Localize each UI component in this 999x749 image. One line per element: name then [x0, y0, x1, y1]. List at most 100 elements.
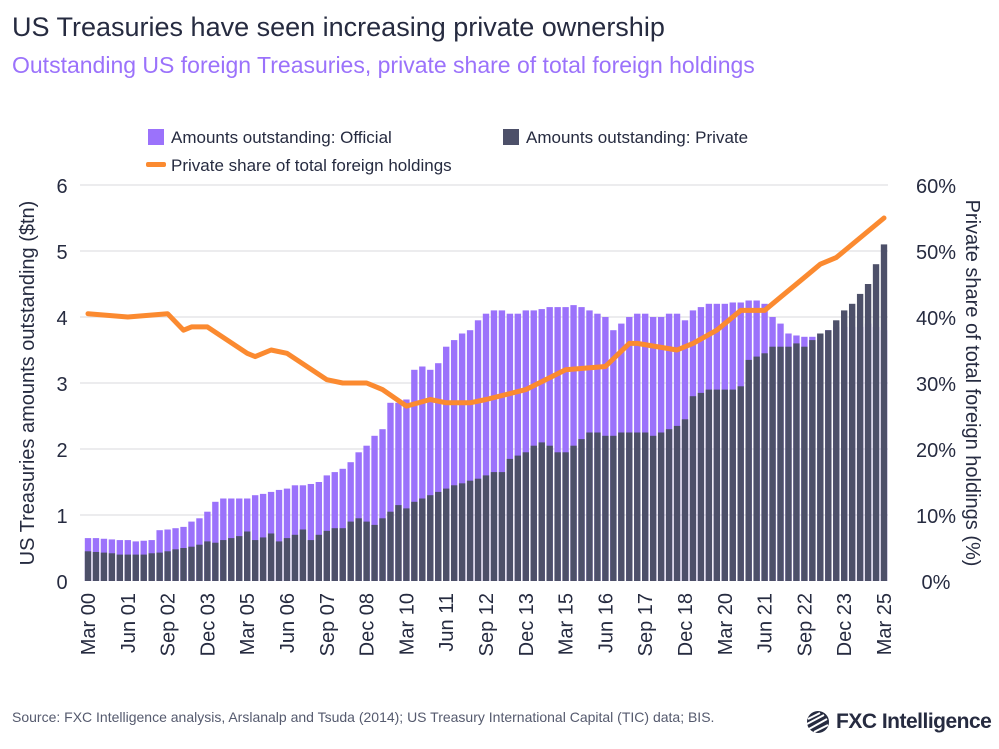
- bar-official: [403, 399, 410, 581]
- bar-private: [729, 389, 736, 581]
- y-axis-label: US Treasuries amounts outstanding ($tn): [17, 201, 39, 566]
- bar-private: [474, 478, 482, 581]
- bar-private: [100, 552, 108, 581]
- bar-private: [530, 445, 537, 581]
- bar-private: [259, 537, 267, 581]
- bar-official: [212, 501, 219, 581]
- bar-private: [801, 346, 808, 581]
- bar-private: [140, 554, 147, 581]
- bar-private: [427, 495, 434, 581]
- bar-private: [188, 546, 195, 581]
- bar-official: [395, 402, 402, 581]
- y2-tick-label: 30%: [916, 374, 956, 396]
- bar-official: [379, 429, 386, 581]
- bar-private: [291, 534, 299, 581]
- bar-private: [251, 540, 259, 581]
- bar-official: [283, 488, 291, 581]
- bar-official: [427, 369, 434, 581]
- bar-private: [466, 480, 474, 581]
- bar-private: [244, 531, 251, 581]
- x-tick-label: Mar 25: [874, 593, 896, 655]
- bar-official: [450, 340, 458, 581]
- bar-private: [673, 425, 681, 581]
- bar-private: [307, 540, 315, 581]
- bar-private: [538, 442, 545, 581]
- x-tick-label: Jun 01: [118, 593, 140, 653]
- legend-label-private: Amounts outstanding: Private: [526, 128, 748, 147]
- bar-private: [371, 524, 378, 581]
- bar-official: [411, 369, 418, 581]
- bar-official: [323, 475, 330, 581]
- y2-tick-label: 40%: [916, 308, 956, 330]
- bar-private: [204, 541, 211, 581]
- private-share-line: [85, 215, 887, 409]
- bar-private: [482, 475, 490, 581]
- bar-private: [275, 541, 283, 581]
- bar-private: [395, 505, 402, 581]
- bar-official: [371, 435, 378, 581]
- right-axis-ticks: 0% 10% 20% 30% 40% 50% 60%: [916, 176, 956, 594]
- bar-private: [594, 432, 601, 581]
- x-tick-label: Sep 12: [476, 593, 498, 656]
- bar-private: [156, 552, 163, 581]
- bar-private: [713, 389, 721, 581]
- legend-label-share: Private share of total foreign holdings: [171, 156, 452, 175]
- chart-title: US Treasuries have seen increasing priva…: [12, 12, 665, 42]
- bar-private: [180, 548, 187, 581]
- y2-tick-label: 20%: [916, 440, 956, 462]
- bar-private: [761, 353, 768, 581]
- x-tick-label: Mar 15: [556, 593, 578, 655]
- bar-private: [657, 432, 665, 581]
- left-axis-ticks: 0 1 2 3 4 5 6: [56, 176, 67, 594]
- bar-official: [490, 310, 498, 581]
- x-tick-label: Sep 02: [158, 593, 180, 656]
- bar-private: [785, 346, 792, 581]
- bar-private: [514, 455, 522, 581]
- legend-label-official: Amounts outstanding: Official: [171, 128, 392, 147]
- bar-official: [251, 495, 259, 581]
- bar-private: [753, 356, 760, 581]
- bar-official: [570, 305, 577, 581]
- bar-official: [315, 482, 323, 581]
- chart-subtitle: Outstanding US foreign Treasuries, priva…: [12, 52, 755, 78]
- bar-private: [817, 333, 824, 581]
- bar-private: [506, 458, 514, 581]
- x-tick-label: Mar 20: [715, 593, 737, 655]
- y-tick-label: 5: [56, 242, 67, 264]
- bar-official: [307, 483, 315, 581]
- y-tick-label: 4: [56, 308, 67, 330]
- bar-private: [116, 554, 124, 581]
- bar-private: [745, 359, 752, 581]
- bar-private: [872, 264, 880, 581]
- legend-swatch-official: [148, 129, 164, 145]
- bar-official: [339, 468, 346, 581]
- bar-official: [546, 307, 553, 581]
- bar-private: [880, 244, 888, 581]
- bar-private: [283, 538, 291, 581]
- x-tick-label: Jun 06: [277, 593, 299, 653]
- bar-private: [92, 551, 100, 581]
- bar-private: [586, 432, 593, 581]
- y2-tick-label: 50%: [916, 242, 956, 264]
- bar-private: [458, 483, 466, 581]
- chart: 0 1 2 3 4 5 6 0% 10% 20% 30% 40% 50% 60% Mar 00 Jun 0…: [17, 128, 983, 656]
- y2-axis-label: Private share of total foreign holdings …: [961, 200, 983, 567]
- bar-official: [363, 445, 370, 581]
- x-axis-ticks: Mar 00 Jun 01 Sep 02 Dec 03 Mar 05 Jun 06 Sep …: [78, 593, 896, 656]
- bar-private: [347, 521, 354, 581]
- bar-private: [355, 518, 362, 581]
- bar-official: [220, 498, 227, 581]
- bar-private: [665, 429, 673, 581]
- y-tick-label: 3: [56, 374, 67, 396]
- bar-private: [554, 452, 561, 581]
- bar-official: [355, 452, 362, 581]
- y2-tick-label: 10%: [916, 506, 956, 528]
- x-tick-label: Jun 21: [755, 593, 777, 653]
- bar-private: [411, 501, 418, 581]
- y-tick-label: 0: [56, 572, 67, 594]
- bar-private: [299, 529, 307, 581]
- x-tick-label: Dec 13: [516, 593, 538, 656]
- y2-tick-label: 60%: [916, 176, 956, 198]
- bar-private: [498, 472, 506, 581]
- bar-private: [339, 528, 346, 581]
